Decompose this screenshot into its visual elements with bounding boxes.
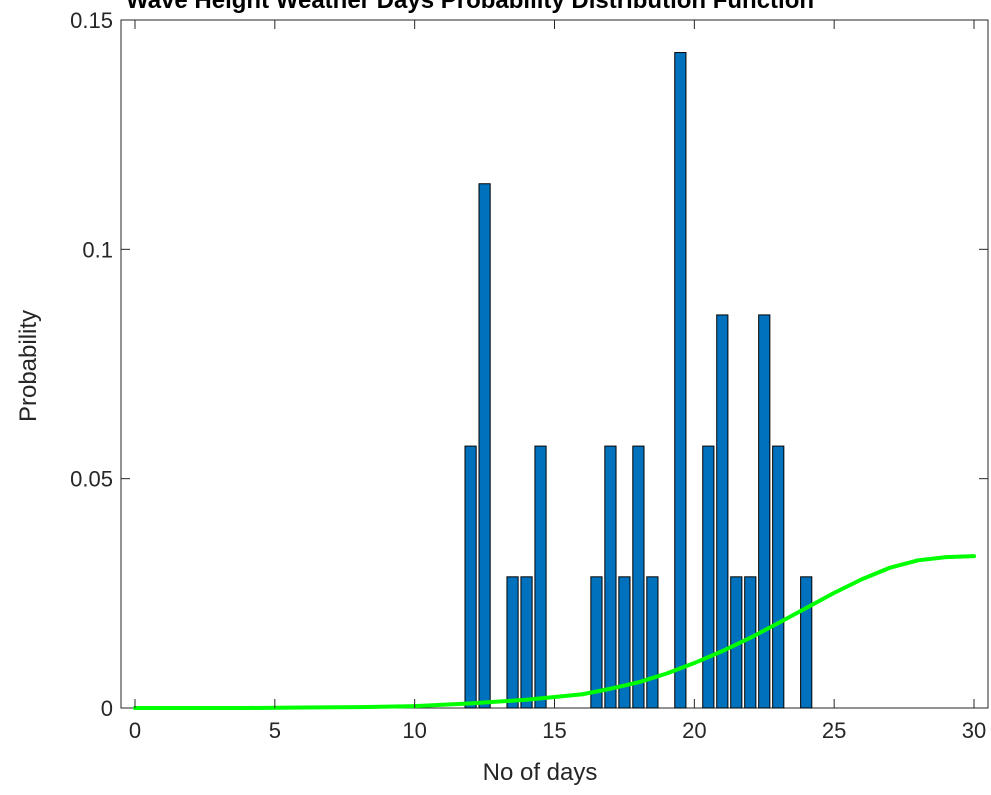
y-tick-label: 0 bbox=[101, 696, 113, 721]
bar bbox=[716, 314, 729, 709]
x-tick-label: 10 bbox=[402, 718, 426, 743]
plot-frame bbox=[120, 19, 989, 709]
curve-layer bbox=[132, 554, 977, 710]
y-tick-label: 0.1 bbox=[82, 237, 113, 262]
bar bbox=[702, 445, 715, 709]
y-tick-label: 0.05 bbox=[70, 467, 113, 492]
bar bbox=[520, 576, 533, 709]
bar bbox=[618, 576, 631, 709]
bars-layer bbox=[464, 52, 813, 709]
bar bbox=[744, 576, 757, 709]
bar bbox=[604, 445, 617, 709]
bar bbox=[772, 445, 785, 709]
y-tick-label: 0.15 bbox=[70, 8, 113, 33]
bar bbox=[758, 314, 771, 709]
bar bbox=[534, 445, 547, 709]
x-tick-label: 5 bbox=[269, 718, 281, 743]
bar bbox=[800, 576, 813, 709]
bar bbox=[590, 576, 603, 709]
x-axis-label: No of days bbox=[483, 759, 598, 786]
x-tick-label: 0 bbox=[129, 718, 141, 743]
bar bbox=[632, 445, 645, 709]
x-tick-label: 30 bbox=[962, 718, 986, 743]
chart-title: Wave Height Weather Days Probability Dis… bbox=[126, 0, 814, 14]
pdf-curve bbox=[132, 554, 977, 710]
bar bbox=[464, 445, 477, 709]
x-tick-label: 15 bbox=[542, 718, 566, 743]
bar bbox=[506, 576, 519, 709]
x-tick-label: 20 bbox=[682, 718, 706, 743]
axis-ticks: 0 5 10 15 20 25 30 0 0.05 0.1 0.15 bbox=[70, 8, 988, 743]
bar bbox=[674, 52, 687, 709]
y-axis-label: Probability bbox=[15, 310, 42, 422]
bar bbox=[646, 576, 659, 709]
bar bbox=[478, 183, 491, 709]
x-tick-label: 25 bbox=[822, 718, 846, 743]
